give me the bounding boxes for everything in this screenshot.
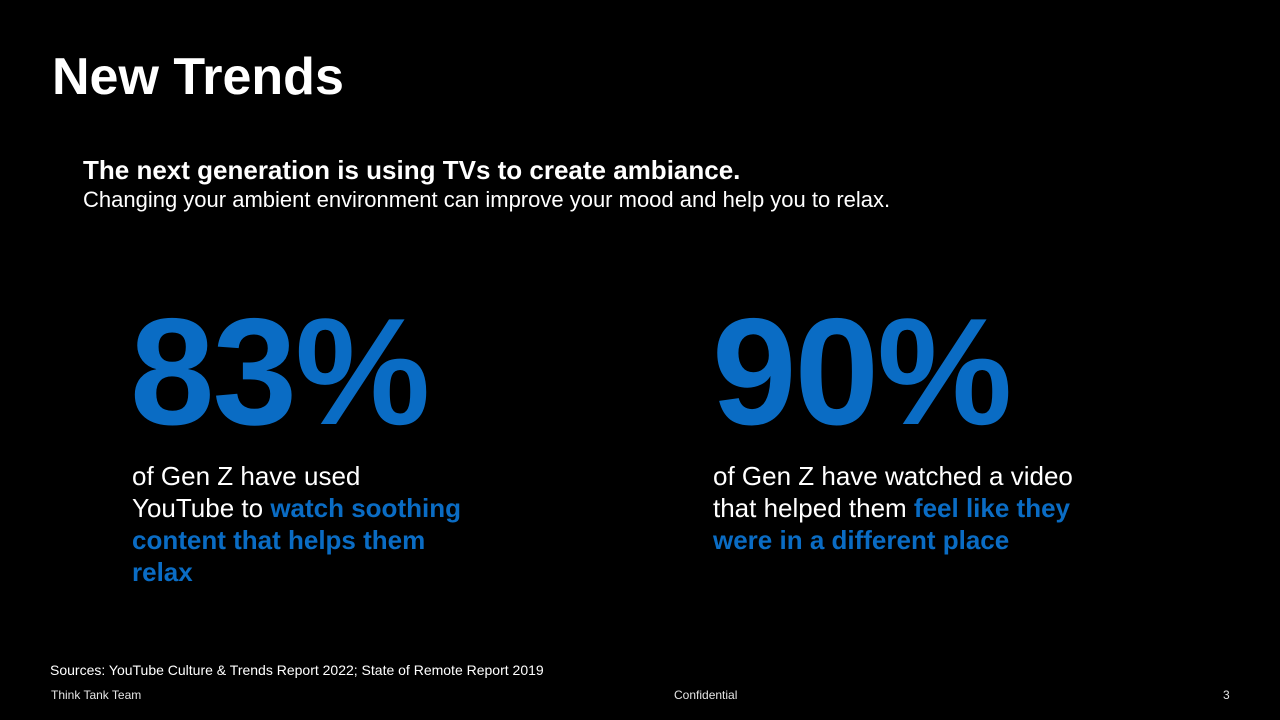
stat-number-gen-z-video: 90% [712, 287, 1012, 457]
headline: The next generation is using TVs to crea… [83, 155, 741, 185]
footer-confidential: Confidential [674, 688, 738, 702]
stat-description-gen-z-video: of Gen Z have watched a video that helped… [713, 460, 1113, 556]
stat-highlight: watch soothing content that helps them r… [132, 493, 461, 587]
footer-team-name: Think Tank Team [51, 688, 142, 702]
stat-text-plain: that helped them [713, 493, 914, 523]
stat-text-line: of Gen Z have used [132, 461, 361, 491]
stat-text-plain: YouTube to [132, 493, 271, 523]
footer-page-number: 3 [1223, 688, 1230, 702]
stat-text-line: of Gen Z have watched a video [713, 461, 1073, 491]
subheadline: Changing your ambient environment can im… [83, 187, 891, 212]
stat-highlight: feel like they were in a different place [713, 493, 1070, 555]
slide-title: New Trends [52, 48, 344, 106]
stat-number-gen-z-youtube: 83% [130, 287, 430, 457]
stat-description-gen-z-youtube: of Gen Z have used YouTube to watch sooth… [132, 460, 492, 588]
sources-note: Sources: YouTube Culture & Trends Report… [50, 662, 544, 678]
